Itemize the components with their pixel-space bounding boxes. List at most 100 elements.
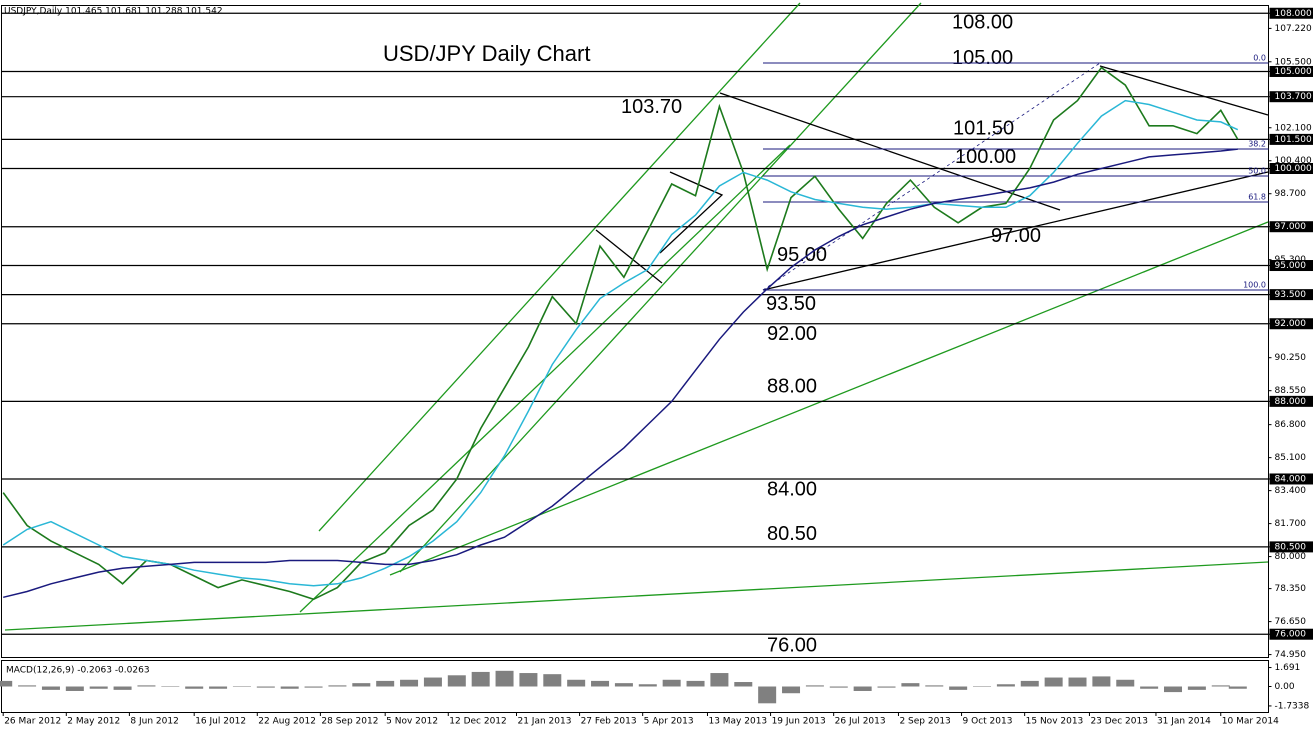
y-tick-highlight <box>1269 260 1313 272</box>
macd-bar <box>423 677 442 687</box>
macd-bar <box>1020 680 1039 687</box>
level-label: 76.00 <box>767 634 817 656</box>
macd-bar <box>161 686 180 687</box>
y-tick-highlight <box>1269 133 1313 145</box>
x-tick-label: 26 Jul 2013 <box>835 717 886 727</box>
y-tick-label: 100.000 <box>1275 164 1312 174</box>
y-tick-label: 80.000 <box>1275 552 1307 562</box>
fib-label: 38.2 <box>1248 140 1266 149</box>
y-tick-label: 80.500 <box>1275 542 1307 552</box>
y-tick-label: 93.500 <box>1275 290 1307 300</box>
macd-bar <box>638 684 657 687</box>
y-tick-label: 90.250 <box>1275 353 1307 363</box>
macd-bar <box>1228 686 1247 689</box>
fib-label: 50.0 <box>1248 167 1266 176</box>
x-tick-label: 27 Feb 2013 <box>581 717 637 727</box>
macd-bar <box>973 686 992 687</box>
macd-bar <box>662 679 681 687</box>
x-tick-label: 15 Nov 2013 <box>1026 717 1084 727</box>
macd-bar <box>877 686 896 688</box>
level-label: 105.00 <box>952 47 1013 69</box>
macd-bar <box>0 680 13 687</box>
y-tick-label: 92.000 <box>1275 319 1307 329</box>
level-label: 103.70 <box>621 96 682 118</box>
macd-bar <box>113 686 132 690</box>
macd-bar <box>185 686 204 689</box>
macd-bar <box>1187 686 1206 690</box>
x-tick-label: 31 Jan 2014 <box>1157 717 1211 727</box>
y-tick-label: 84.000 <box>1275 474 1307 484</box>
level-label: 92.00 <box>767 323 817 345</box>
y-tick-label: 101.500 <box>1275 135 1312 145</box>
macd-bar <box>352 683 371 687</box>
level-label: 108.00 <box>952 12 1013 34</box>
macd-bar <box>901 683 920 687</box>
x-tick-label: 5 Apr 2013 <box>644 717 694 727</box>
x-tick-label: 13 May 2013 <box>708 717 767 727</box>
moving-average <box>3 148 1238 599</box>
fib-baseline <box>762 62 1101 291</box>
y-tick-highlight <box>1269 318 1313 330</box>
y-tick-highlight <box>1269 163 1313 174</box>
macd-bar <box>925 685 944 687</box>
macd-bar <box>137 685 156 687</box>
macd-bar <box>1140 686 1159 689</box>
pennant <box>659 171 724 254</box>
support-line <box>4 561 1269 631</box>
macd-bar <box>209 686 228 689</box>
macd-bar <box>734 682 753 687</box>
y-tick-highlight <box>1269 473 1313 485</box>
macd-bar <box>232 686 251 687</box>
macd-bar <box>304 686 323 688</box>
macd-bar <box>400 679 419 687</box>
moving-average <box>2 99 1239 587</box>
y-tick-label: 105.500 <box>1275 57 1312 67</box>
x-tick-label: 2 Sep 2013 <box>899 717 950 727</box>
macd-title: MACD(12,26,9) -0.2063 -0.0263 <box>6 666 150 676</box>
level-label: 88.00 <box>767 376 817 398</box>
y-tick-highlight <box>1269 395 1313 407</box>
macd-bar <box>1116 679 1135 687</box>
y-tick-label: 105.000 <box>1275 67 1312 77</box>
level-label: 95.00 <box>777 244 827 266</box>
x-tick-label: 5 Nov 2012 <box>386 717 438 727</box>
macd-bar <box>519 673 538 687</box>
macd-bar <box>256 686 275 688</box>
level-label: 100.00 <box>955 146 1016 168</box>
macd-bar <box>18 685 37 687</box>
channel-line <box>318 2 801 532</box>
macd-bar <box>710 673 729 687</box>
y-tick-label: 74.950 <box>1275 650 1307 660</box>
price-line <box>2 66 1239 601</box>
x-tick-label: 9 Oct 2013 <box>963 717 1013 727</box>
macd-bar <box>1092 676 1111 687</box>
macd-bar <box>495 670 514 687</box>
level-label: 84.00 <box>767 478 817 500</box>
y-tick-highlight <box>1269 221 1313 233</box>
macd-bar <box>376 680 395 687</box>
y-tick-label: 88.000 <box>1275 397 1307 407</box>
triangle-line <box>719 92 1061 211</box>
macd-y-tick-label: -1.7338 <box>1275 701 1310 711</box>
y-tick-label: 78.350 <box>1275 584 1307 594</box>
y-tick-label: 76.650 <box>1275 617 1307 627</box>
y-tick-label: 85.100 <box>1275 453 1307 463</box>
macd-bar <box>949 686 968 690</box>
chart-title: USD/JPY Daily Chart <box>383 41 590 66</box>
macd-bar <box>1044 677 1063 687</box>
y-tick-label: 103.700 <box>1275 92 1312 102</box>
main-frame <box>1 5 1269 658</box>
macd-bar <box>567 679 586 687</box>
macd-bar <box>782 686 801 694</box>
y-tick-highlight <box>1269 628 1313 640</box>
y-tick-highlight <box>1269 289 1313 301</box>
y-tick-label: 83.400 <box>1275 486 1307 496</box>
macd-bar <box>65 686 84 691</box>
macd-bar <box>996 684 1015 687</box>
x-tick-label: 2 May 2012 <box>67 717 120 727</box>
triangle-line <box>762 171 1269 291</box>
y-tick-highlight <box>1269 541 1313 553</box>
